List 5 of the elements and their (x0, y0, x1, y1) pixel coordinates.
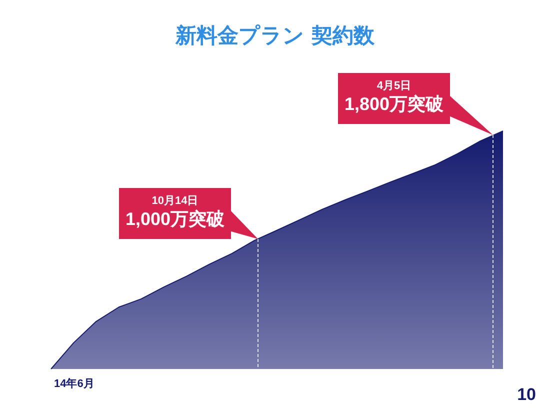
chart-title: 新料金プラン 契約数 (174, 24, 376, 48)
text: 14年6月 (54, 376, 94, 391)
text: 10 (517, 385, 536, 405)
text: 4月5日 1,800万突破 (344, 79, 445, 116)
annotation: 10月14日 1,000万突破 (124, 194, 226, 230)
